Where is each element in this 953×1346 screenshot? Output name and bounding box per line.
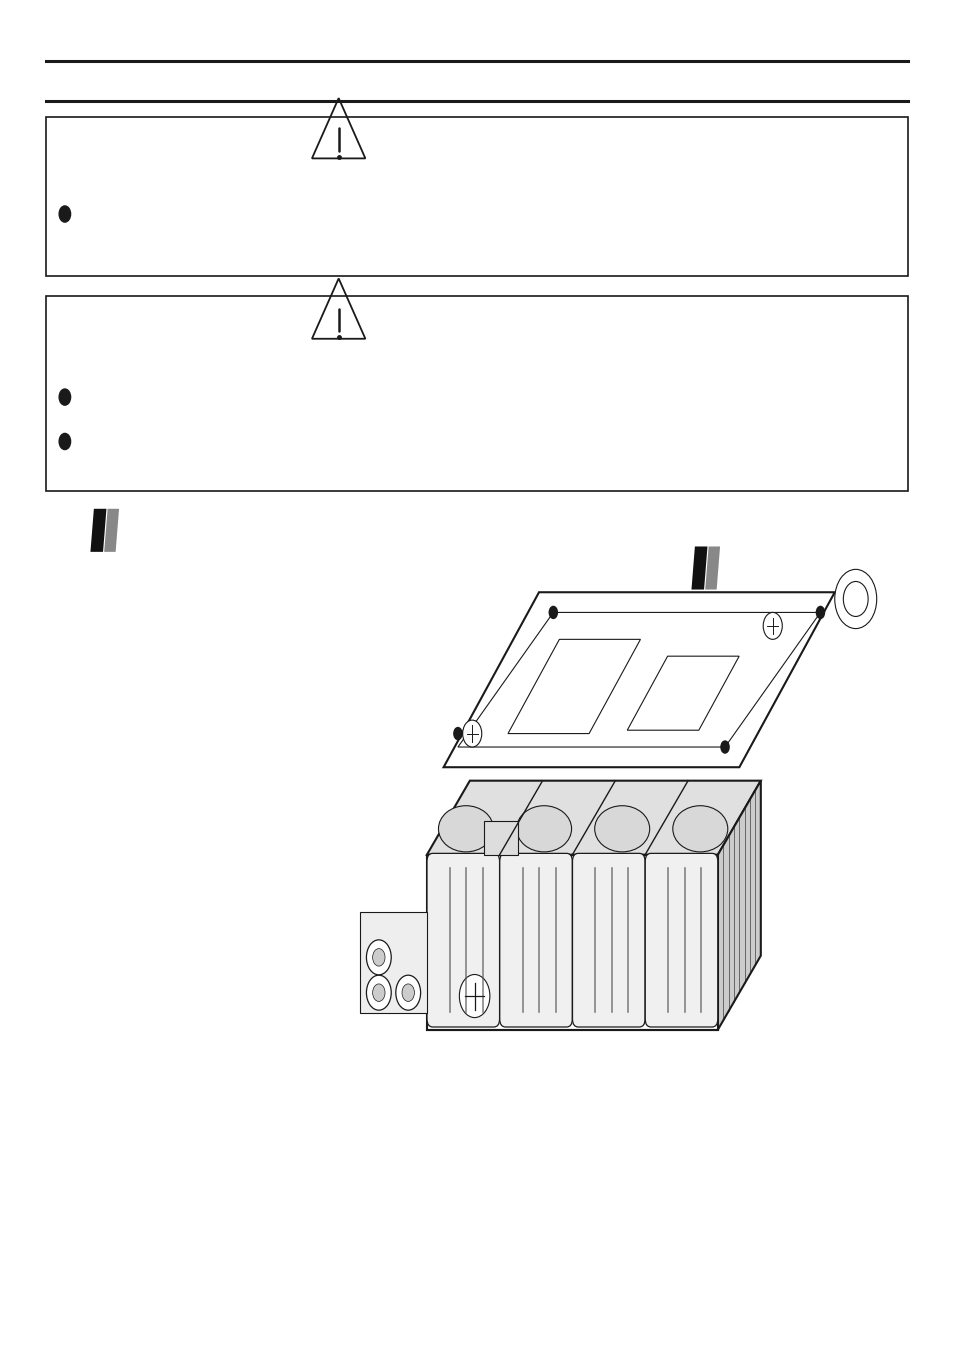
Circle shape <box>395 975 420 1010</box>
FancyBboxPatch shape <box>499 853 572 1027</box>
Polygon shape <box>91 509 107 552</box>
Circle shape <box>720 740 729 754</box>
Circle shape <box>59 206 71 222</box>
Circle shape <box>59 389 71 405</box>
Ellipse shape <box>594 806 649 852</box>
Ellipse shape <box>672 806 727 852</box>
Circle shape <box>366 940 391 975</box>
Circle shape <box>59 433 71 450</box>
Polygon shape <box>104 509 119 552</box>
Polygon shape <box>691 546 707 590</box>
Polygon shape <box>484 821 517 855</box>
Circle shape <box>548 606 558 619</box>
Ellipse shape <box>438 806 493 852</box>
Polygon shape <box>507 639 639 734</box>
Circle shape <box>462 720 481 747</box>
Bar <box>46 117 907 276</box>
Polygon shape <box>626 657 739 730</box>
Polygon shape <box>704 546 720 590</box>
Circle shape <box>834 569 876 629</box>
Polygon shape <box>427 781 760 855</box>
Circle shape <box>459 975 490 1018</box>
Polygon shape <box>443 592 834 767</box>
Bar <box>46 296 907 491</box>
Circle shape <box>815 606 824 619</box>
FancyBboxPatch shape <box>644 853 717 1027</box>
Circle shape <box>453 727 462 740</box>
Circle shape <box>366 975 391 1010</box>
Circle shape <box>373 949 385 966</box>
Circle shape <box>373 984 385 1001</box>
Polygon shape <box>717 781 760 1030</box>
Circle shape <box>762 612 781 639</box>
FancyBboxPatch shape <box>572 853 644 1027</box>
Polygon shape <box>427 855 717 1030</box>
Circle shape <box>401 984 414 1001</box>
Ellipse shape <box>516 806 571 852</box>
FancyBboxPatch shape <box>427 853 499 1027</box>
Polygon shape <box>359 913 427 1012</box>
